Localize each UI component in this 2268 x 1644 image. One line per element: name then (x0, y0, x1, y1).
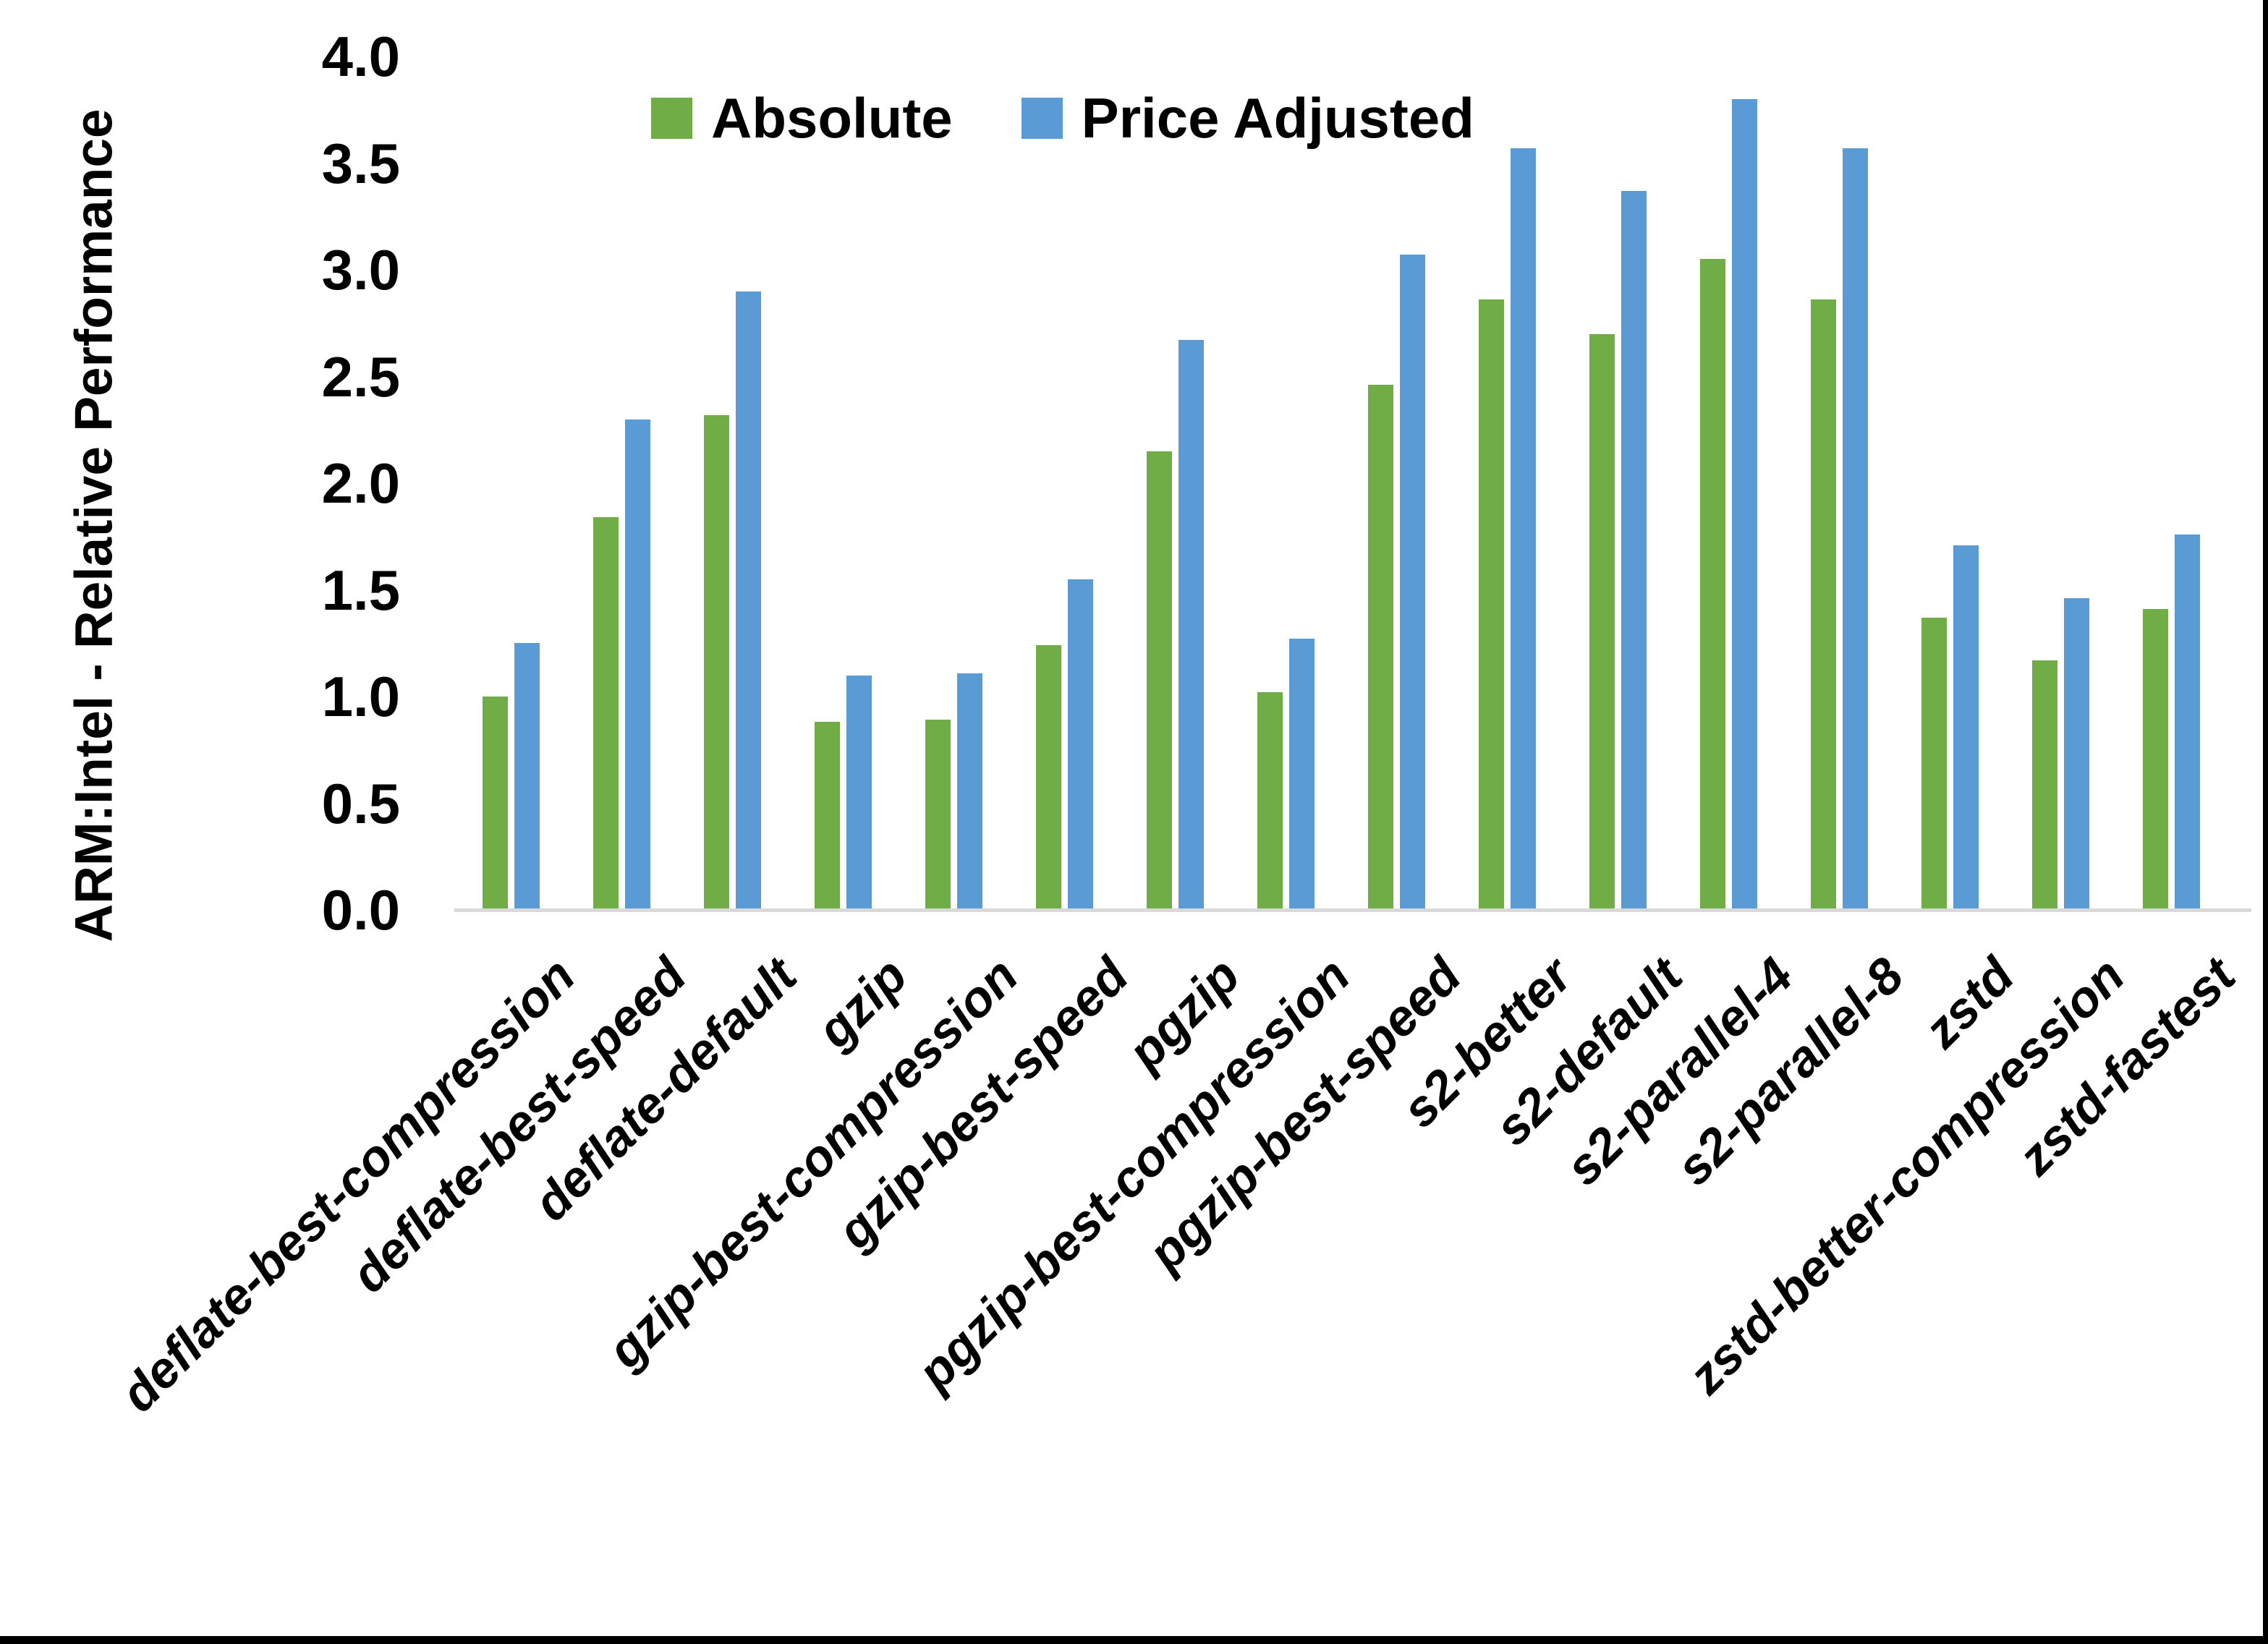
legend-label: Price Adjusted (1081, 86, 1474, 150)
y-tick-label: 3.0 (321, 238, 400, 302)
y-tick-label: 0.0 (321, 878, 400, 942)
bar-absolute-zstd (1921, 617, 1947, 910)
y-tick-label: 2.5 (321, 344, 400, 409)
bar-absolute-s2-default (1589, 333, 1615, 910)
bar-price-adjusted-gzip (846, 675, 872, 910)
legend-label: Absolute (711, 86, 953, 150)
x-axis-line (454, 908, 2251, 912)
bar-absolute-s2-parallel-8 (1811, 299, 1836, 910)
y-tick-label: 3.5 (321, 131, 400, 195)
y-tick-label: 4.0 (321, 25, 400, 88)
chart-legend: Absolute Price Adjusted (651, 85, 1543, 151)
bar-absolute-s2-better (1479, 299, 1504, 910)
chart-border-bottom (0, 1636, 2268, 1644)
bar-absolute-zstd-better-compression (2032, 660, 2057, 910)
bar-price-adjusted-deflate-default (735, 291, 761, 910)
bar-price-adjusted-zstd-fastest (2174, 534, 2200, 910)
y-tick-label: 1.0 (321, 665, 400, 728)
bar-absolute-pgzip (1147, 451, 1172, 910)
bar-price-adjusted-s2-parallel-8 (1842, 148, 1868, 910)
bar-absolute-deflate-best-speed (593, 517, 619, 910)
bar-absolute-s2-parallel-4 (1700, 259, 1725, 910)
x-axis-label: deflate-best-compression (110, 947, 586, 1423)
y-tick-label: 0.5 (321, 771, 400, 835)
bar-price-adjusted-deflate-best-speed (624, 419, 650, 910)
bar-price-adjusted-pgzip-best-compression (1288, 639, 1314, 910)
bar-price-adjusted-zstd (1953, 545, 1979, 910)
bar-price-adjusted-s2-default (1621, 190, 1647, 910)
y-tick-label: 2.0 (321, 451, 400, 515)
bar-absolute-pgzip-best-speed (1368, 385, 1393, 910)
bar-price-adjusted-pgzip-best-speed (1399, 255, 1425, 910)
bar-absolute-pgzip-best-compression (1257, 692, 1283, 910)
legend-swatch-absolute (651, 98, 692, 139)
bar-price-adjusted-zstd-better-compression (2063, 598, 2089, 910)
bar-price-adjusted-gzip-best-speed (1067, 579, 1093, 910)
bar-price-adjusted-gzip-best-compression (956, 673, 982, 910)
bar-price-adjusted-pgzip (1178, 340, 1204, 910)
bar-absolute-gzip-best-compression (925, 720, 951, 910)
bar-absolute-gzip-best-speed (1036, 645, 1061, 910)
chart-border-right (2263, 0, 2268, 1644)
legend-swatch-price-adjusted (1021, 98, 1063, 139)
bar-absolute-deflate-default (704, 414, 729, 910)
bar-price-adjusted-deflate-best-compression (514, 643, 540, 910)
bar-absolute-deflate-best-compression (483, 697, 508, 910)
bar-absolute-zstd-fastest (2143, 609, 2168, 910)
bar-price-adjusted-s2-better (1510, 148, 1536, 910)
bar-price-adjusted-s2-parallel-4 (1731, 99, 1757, 910)
bar-absolute-gzip (815, 722, 840, 910)
y-tick-label: 1.5 (321, 558, 400, 622)
